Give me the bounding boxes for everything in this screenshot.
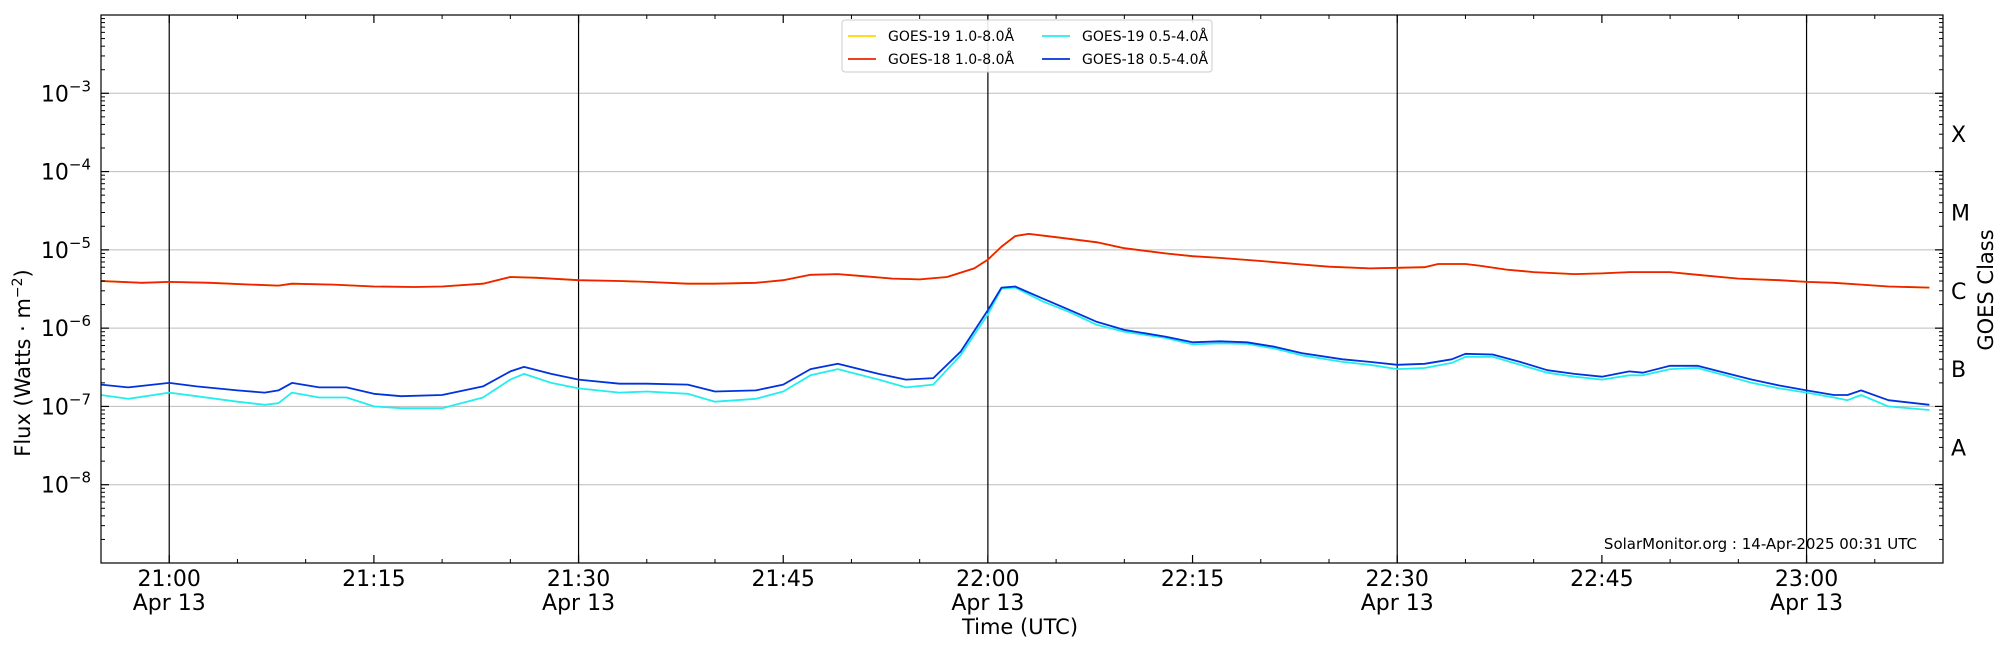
- x-tick-date-label: Apr 13: [951, 591, 1024, 616]
- series-line-2: [100, 232, 1930, 289]
- goes-class-c: C: [1951, 280, 1966, 305]
- x-tick-label: 21:45: [752, 567, 815, 592]
- x-tick-label: 21:30: [547, 567, 610, 592]
- legend-label: GOES-18 0.5-4.0Å: [1082, 51, 1208, 68]
- x-tick-date-label: Apr 13: [542, 591, 615, 616]
- y-axis-label: Flux (Watts · m−2): [10, 269, 35, 457]
- series-layer: [100, 232, 1930, 411]
- x-tick-label: 21:15: [342, 567, 405, 592]
- y-axis-label-main: Flux (Watts · m: [11, 298, 35, 457]
- y-axis-label-exp: −2: [10, 277, 26, 298]
- legend-label: GOES-19 1.0-8.0Å: [888, 28, 1014, 45]
- series-line-1: [100, 232, 1930, 289]
- y-tick-label: 10−6: [41, 312, 91, 342]
- x-tick-label: 22:00: [956, 567, 1019, 592]
- y-tick-label: 10−5: [41, 234, 91, 264]
- legend: GOES-19 1.0-8.0Å GOES-19 0.5-4.0Å GOES-18 …: [841, 19, 1213, 73]
- x-axis-label: Time (UTC): [961, 615, 1078, 639]
- grid-layer: [101, 92, 1943, 486]
- series-line-3: [100, 286, 1930, 411]
- goes-class-b: B: [1951, 358, 1966, 383]
- y-axis-label-close: ): [11, 269, 35, 277]
- plot-frame: [100, 14, 1944, 564]
- series-line-4: [100, 285, 1930, 406]
- goes-class-label: GOES Class: [1974, 229, 1998, 350]
- x-tick-date-label: Apr 13: [1361, 591, 1434, 616]
- x-tick-label: 22:45: [1570, 567, 1633, 592]
- footer-credit: SolarMonitor.org : 14-Apr-2025 00:31 UTC: [1604, 535, 1917, 553]
- x-tick-label: 23:00: [1775, 567, 1838, 592]
- goes-class-a: A: [1951, 436, 1966, 461]
- goes-class-m: M: [1951, 202, 1970, 227]
- legend-box: [841, 19, 1213, 73]
- x-tick-date-label: Apr 13: [1770, 591, 1843, 616]
- legend-label: GOES-19 0.5-4.0Å: [1082, 28, 1208, 45]
- legend-label: GOES-18 1.0-8.0Å: [888, 51, 1014, 68]
- y-tick-label: 10−7: [41, 390, 91, 420]
- y-tick-label: 10−8: [41, 469, 91, 499]
- x-tick-date-label: Apr 13: [133, 591, 206, 616]
- x-tick-label: 22:30: [1366, 567, 1429, 592]
- y-tick-label: 10−3: [41, 77, 91, 107]
- vertical-lines-layer: [168, 15, 1808, 563]
- goes-class-x: X: [1951, 123, 1966, 148]
- x-tick-label: 22:15: [1161, 567, 1224, 592]
- y-tick-label: 10−4: [41, 156, 91, 186]
- x-tick-label: 21:00: [138, 567, 201, 592]
